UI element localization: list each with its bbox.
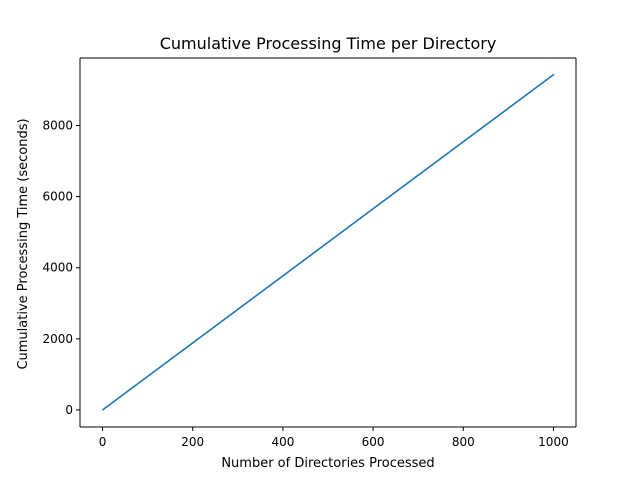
chart-title: Cumulative Processing Time per Directory bbox=[160, 34, 497, 53]
y-axis-label: Cumulative Processing Time (seconds) bbox=[16, 118, 31, 369]
series-line-0 bbox=[101, 73, 555, 411]
y-tick-label-8000: 8000 bbox=[42, 119, 73, 133]
x-tick-label-0: 0 bbox=[99, 435, 107, 449]
x-tick-label-400: 400 bbox=[271, 435, 294, 449]
x-tick-label-600: 600 bbox=[362, 435, 385, 449]
x-tick-label-1000: 1000 bbox=[538, 435, 569, 449]
y-tick-label-0: 0 bbox=[65, 403, 73, 417]
plot-area: 0 200 400 600 800 1000 0 2000 4000 6000 8000 bbox=[42, 57, 577, 449]
x-tick-label-200: 200 bbox=[181, 435, 204, 449]
y-tick-label-6000: 6000 bbox=[42, 190, 73, 204]
y-tick-label-4000: 4000 bbox=[42, 261, 73, 275]
y-tick-label-2000: 2000 bbox=[42, 332, 73, 346]
x-tick-label-800: 800 bbox=[452, 435, 475, 449]
x-axis-label: Number of Directories Processed bbox=[221, 456, 434, 471]
